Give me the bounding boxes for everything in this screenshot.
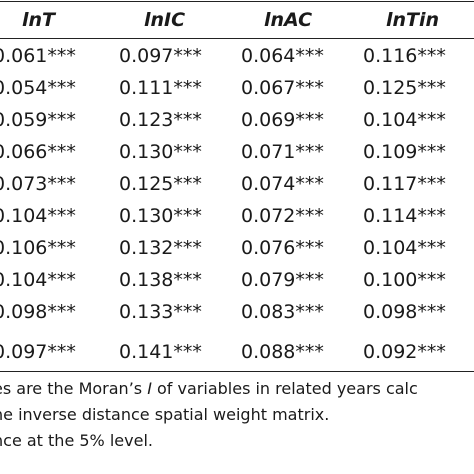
cell-lnAC: 0.083*** xyxy=(241,301,324,323)
table-row: 0.059*** 0.123*** 0.069*** 0.104*** xyxy=(0,105,474,135)
cell-lnTin: 0.116*** xyxy=(363,45,446,67)
cell-lnAC: 0.071*** xyxy=(241,141,324,163)
cell-lnTin: 0.104*** xyxy=(363,237,446,259)
table-note-line: he inverse distance spatial weight matri… xyxy=(0,405,330,424)
column-header-lnIC: lnIC xyxy=(144,9,186,31)
table-row: 0.054*** 0.111*** 0.067*** 0.125*** xyxy=(0,73,474,103)
cell-lnAC: 0.067*** xyxy=(241,77,324,99)
cell-lnTin: 0.104*** xyxy=(363,109,446,131)
cell-lnTin: 0.098*** xyxy=(363,301,446,323)
cell-lnT: 0.098*** xyxy=(0,301,76,323)
cell-lnT: 0.104*** xyxy=(0,269,76,291)
cell-lnIC: 0.138*** xyxy=(119,269,202,291)
table-top-rule xyxy=(0,1,474,2)
cell-lnAC: 0.088*** xyxy=(241,341,324,363)
cell-lnT: 0.097*** xyxy=(0,341,76,363)
cell-lnTin: 0.092*** xyxy=(363,341,446,363)
cell-lnIC: 0.097*** xyxy=(119,45,202,67)
cell-lnIC: 0.130*** xyxy=(119,205,202,227)
column-header-lnAC: lnAC xyxy=(264,9,313,31)
note-text: es are the Moran’s xyxy=(0,379,148,398)
cell-lnAC: 0.076*** xyxy=(241,237,324,259)
cell-lnT: 0.104*** xyxy=(0,205,76,227)
cell-lnIC: 0.125*** xyxy=(119,173,202,195)
table-bottom-rule xyxy=(0,371,474,372)
cell-lnTin: 0.125*** xyxy=(363,77,446,99)
cell-lnT: 0.066*** xyxy=(0,141,76,163)
cell-lnIC: 0.111*** xyxy=(119,77,202,99)
table-row: 0.066*** 0.130*** 0.071*** 0.109*** xyxy=(0,137,474,167)
cell-lnIC: 0.132*** xyxy=(119,237,202,259)
cell-lnIC: 0.123*** xyxy=(119,109,202,131)
table-row: 0.106*** 0.132*** 0.076*** 0.104*** xyxy=(0,233,474,263)
table-row: 0.104*** 0.130*** 0.072*** 0.114*** xyxy=(0,201,474,231)
cell-lnTin: 0.114*** xyxy=(363,205,446,227)
cell-lnT: 0.106*** xyxy=(0,237,76,259)
table-row: 0.061*** 0.097*** 0.064*** 0.116*** xyxy=(0,41,474,71)
cell-lnTin: 0.109*** xyxy=(363,141,446,163)
table-row: 0.104*** 0.138*** 0.079*** 0.100*** xyxy=(0,265,474,295)
cell-lnIC: 0.130*** xyxy=(119,141,202,163)
cell-lnIC: 0.133*** xyxy=(119,301,202,323)
table-note-line: es are the Moran’s I of variables in rel… xyxy=(0,377,418,401)
cell-lnAC: 0.069*** xyxy=(241,109,324,131)
table-header-rule xyxy=(0,38,474,39)
table-row: 0.097*** 0.141*** 0.088*** 0.092*** xyxy=(0,337,474,367)
cell-lnTin: 0.117*** xyxy=(363,173,446,195)
cell-lnT: 0.054*** xyxy=(0,77,76,99)
cell-lnIC: 0.141*** xyxy=(119,341,202,363)
table-row: 0.098*** 0.133*** 0.083*** 0.098*** xyxy=(0,297,474,327)
column-header-lnT: lnT xyxy=(22,9,55,31)
cell-lnT: 0.061*** xyxy=(0,45,76,67)
table-note-line: nce at the 5% level. xyxy=(0,431,153,450)
cell-lnT: 0.059*** xyxy=(0,109,76,131)
note-italic-symbol: I xyxy=(147,379,152,398)
cell-lnTin: 0.100*** xyxy=(363,269,446,291)
note-text: of variables in related years calc xyxy=(151,379,418,398)
cell-lnAC: 0.072*** xyxy=(241,205,324,227)
cell-lnAC: 0.064*** xyxy=(241,45,324,67)
column-header-lnTin: lnTin xyxy=(386,9,440,31)
cell-lnAC: 0.074*** xyxy=(241,173,324,195)
cell-lnAC: 0.079*** xyxy=(241,269,324,291)
cell-lnT: 0.073*** xyxy=(0,173,76,195)
table-row: 0.073*** 0.125*** 0.074*** 0.117*** xyxy=(0,169,474,199)
